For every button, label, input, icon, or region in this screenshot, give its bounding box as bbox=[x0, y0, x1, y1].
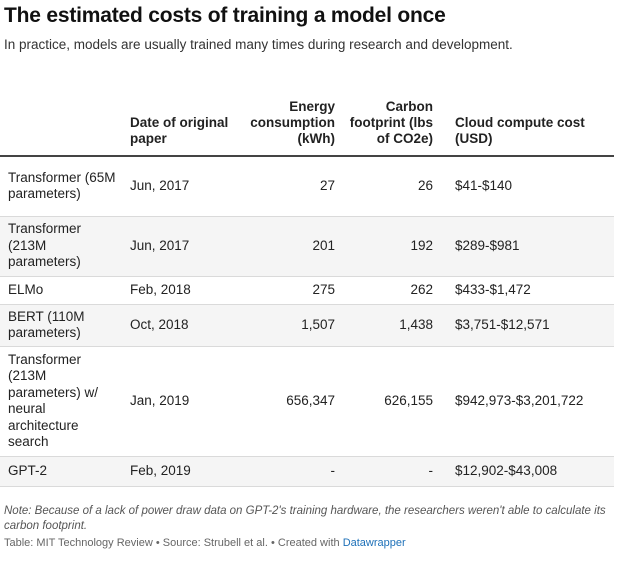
cell-carbon: 26 bbox=[339, 156, 437, 217]
cell-model: ELMo bbox=[0, 276, 122, 305]
footnote: Note: Because of a lack of power draw da… bbox=[4, 505, 606, 532]
table-row: ELMo Feb, 2018 275 262 $433-$1,472 bbox=[0, 276, 614, 305]
cell-date: Oct, 2018 bbox=[122, 304, 236, 347]
cell-carbon: 192 bbox=[339, 216, 437, 277]
cell-date: Jan, 2019 bbox=[122, 346, 236, 457]
source-text: Table: MIT Technology Review • Source: S… bbox=[4, 537, 343, 549]
table-row: Transformer (213M parameters) Jun, 2017 … bbox=[0, 216, 614, 277]
table-row: GPT-2 Feb, 2019 - - $12,902-$43,008 bbox=[0, 456, 614, 487]
cell-model: GPT-2 bbox=[0, 456, 122, 487]
datawrapper-link[interactable]: Datawrapper bbox=[342, 537, 406, 549]
cell-cost: $942,973-$3,201,722 bbox=[437, 346, 614, 457]
cell-date: Jun, 2017 bbox=[122, 156, 236, 217]
cell-carbon: 626,155 bbox=[339, 346, 437, 457]
cell-energy: 656,347 bbox=[236, 346, 339, 457]
column-header-carbon: Carbon footprint (lbs of CO2e) bbox=[339, 78, 437, 157]
column-header-energy: Energy consumption (kWh) bbox=[236, 78, 339, 157]
cell-cost: $41-$140 bbox=[437, 156, 614, 217]
column-header-model bbox=[0, 78, 122, 157]
cell-energy: - bbox=[236, 456, 339, 487]
cell-carbon: 262 bbox=[339, 276, 437, 305]
cell-date: Feb, 2019 bbox=[122, 456, 236, 487]
source-credit: Table: MIT Technology Review • Source: S… bbox=[4, 537, 406, 549]
page-title: The estimated costs of training a model … bbox=[4, 4, 446, 27]
cell-energy: 27 bbox=[236, 156, 339, 217]
table-row: Transformer (213M parameters) w/ neural … bbox=[0, 346, 614, 457]
cell-carbon: 1,438 bbox=[339, 304, 437, 347]
column-header-cost: Cloud compute cost (USD) bbox=[437, 78, 614, 157]
cell-cost: $12,902-$43,008 bbox=[437, 456, 614, 487]
cell-model: Transformer (213M parameters) bbox=[0, 216, 122, 277]
cell-cost: $433-$1,472 bbox=[437, 276, 614, 305]
cell-energy: 275 bbox=[236, 276, 339, 305]
cell-model: Transformer (213M parameters) w/ neural … bbox=[0, 346, 122, 457]
cell-model: BERT (110M parameters) bbox=[0, 304, 122, 347]
cell-carbon: - bbox=[339, 456, 437, 487]
subtitle: In practice, models are usually trained … bbox=[4, 37, 513, 52]
cell-cost: $3,751-$12,571 bbox=[437, 304, 614, 347]
cell-date: Jun, 2017 bbox=[122, 216, 236, 277]
table-row: BERT (110M parameters) Oct, 2018 1,507 1… bbox=[0, 304, 614, 347]
cell-model: Transformer (65M parameters) bbox=[0, 156, 122, 217]
table-row: Transformer (65M parameters) Jun, 2017 2… bbox=[0, 156, 614, 217]
cell-date: Feb, 2018 bbox=[122, 276, 236, 305]
cell-energy: 1,507 bbox=[236, 304, 339, 347]
table-header-row: Date of original paper Energy consumptio… bbox=[0, 78, 614, 157]
cost-table: Date of original paper Energy consumptio… bbox=[0, 78, 614, 487]
column-header-date: Date of original paper bbox=[122, 78, 236, 157]
cell-energy: 201 bbox=[236, 216, 339, 277]
cell-cost: $289-$981 bbox=[437, 216, 614, 277]
